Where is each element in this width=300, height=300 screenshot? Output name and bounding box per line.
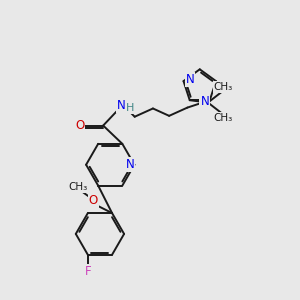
Text: O: O	[75, 119, 84, 132]
Text: O: O	[89, 194, 98, 207]
Text: N: N	[186, 73, 194, 86]
Text: F: F	[85, 266, 91, 278]
Text: N: N	[117, 99, 126, 112]
Text: CH₃: CH₃	[68, 182, 87, 192]
Text: CH₃: CH₃	[214, 113, 233, 123]
Text: CH₃: CH₃	[214, 82, 233, 92]
Text: N: N	[200, 95, 209, 108]
Text: N: N	[126, 158, 134, 171]
Text: H: H	[125, 103, 134, 113]
